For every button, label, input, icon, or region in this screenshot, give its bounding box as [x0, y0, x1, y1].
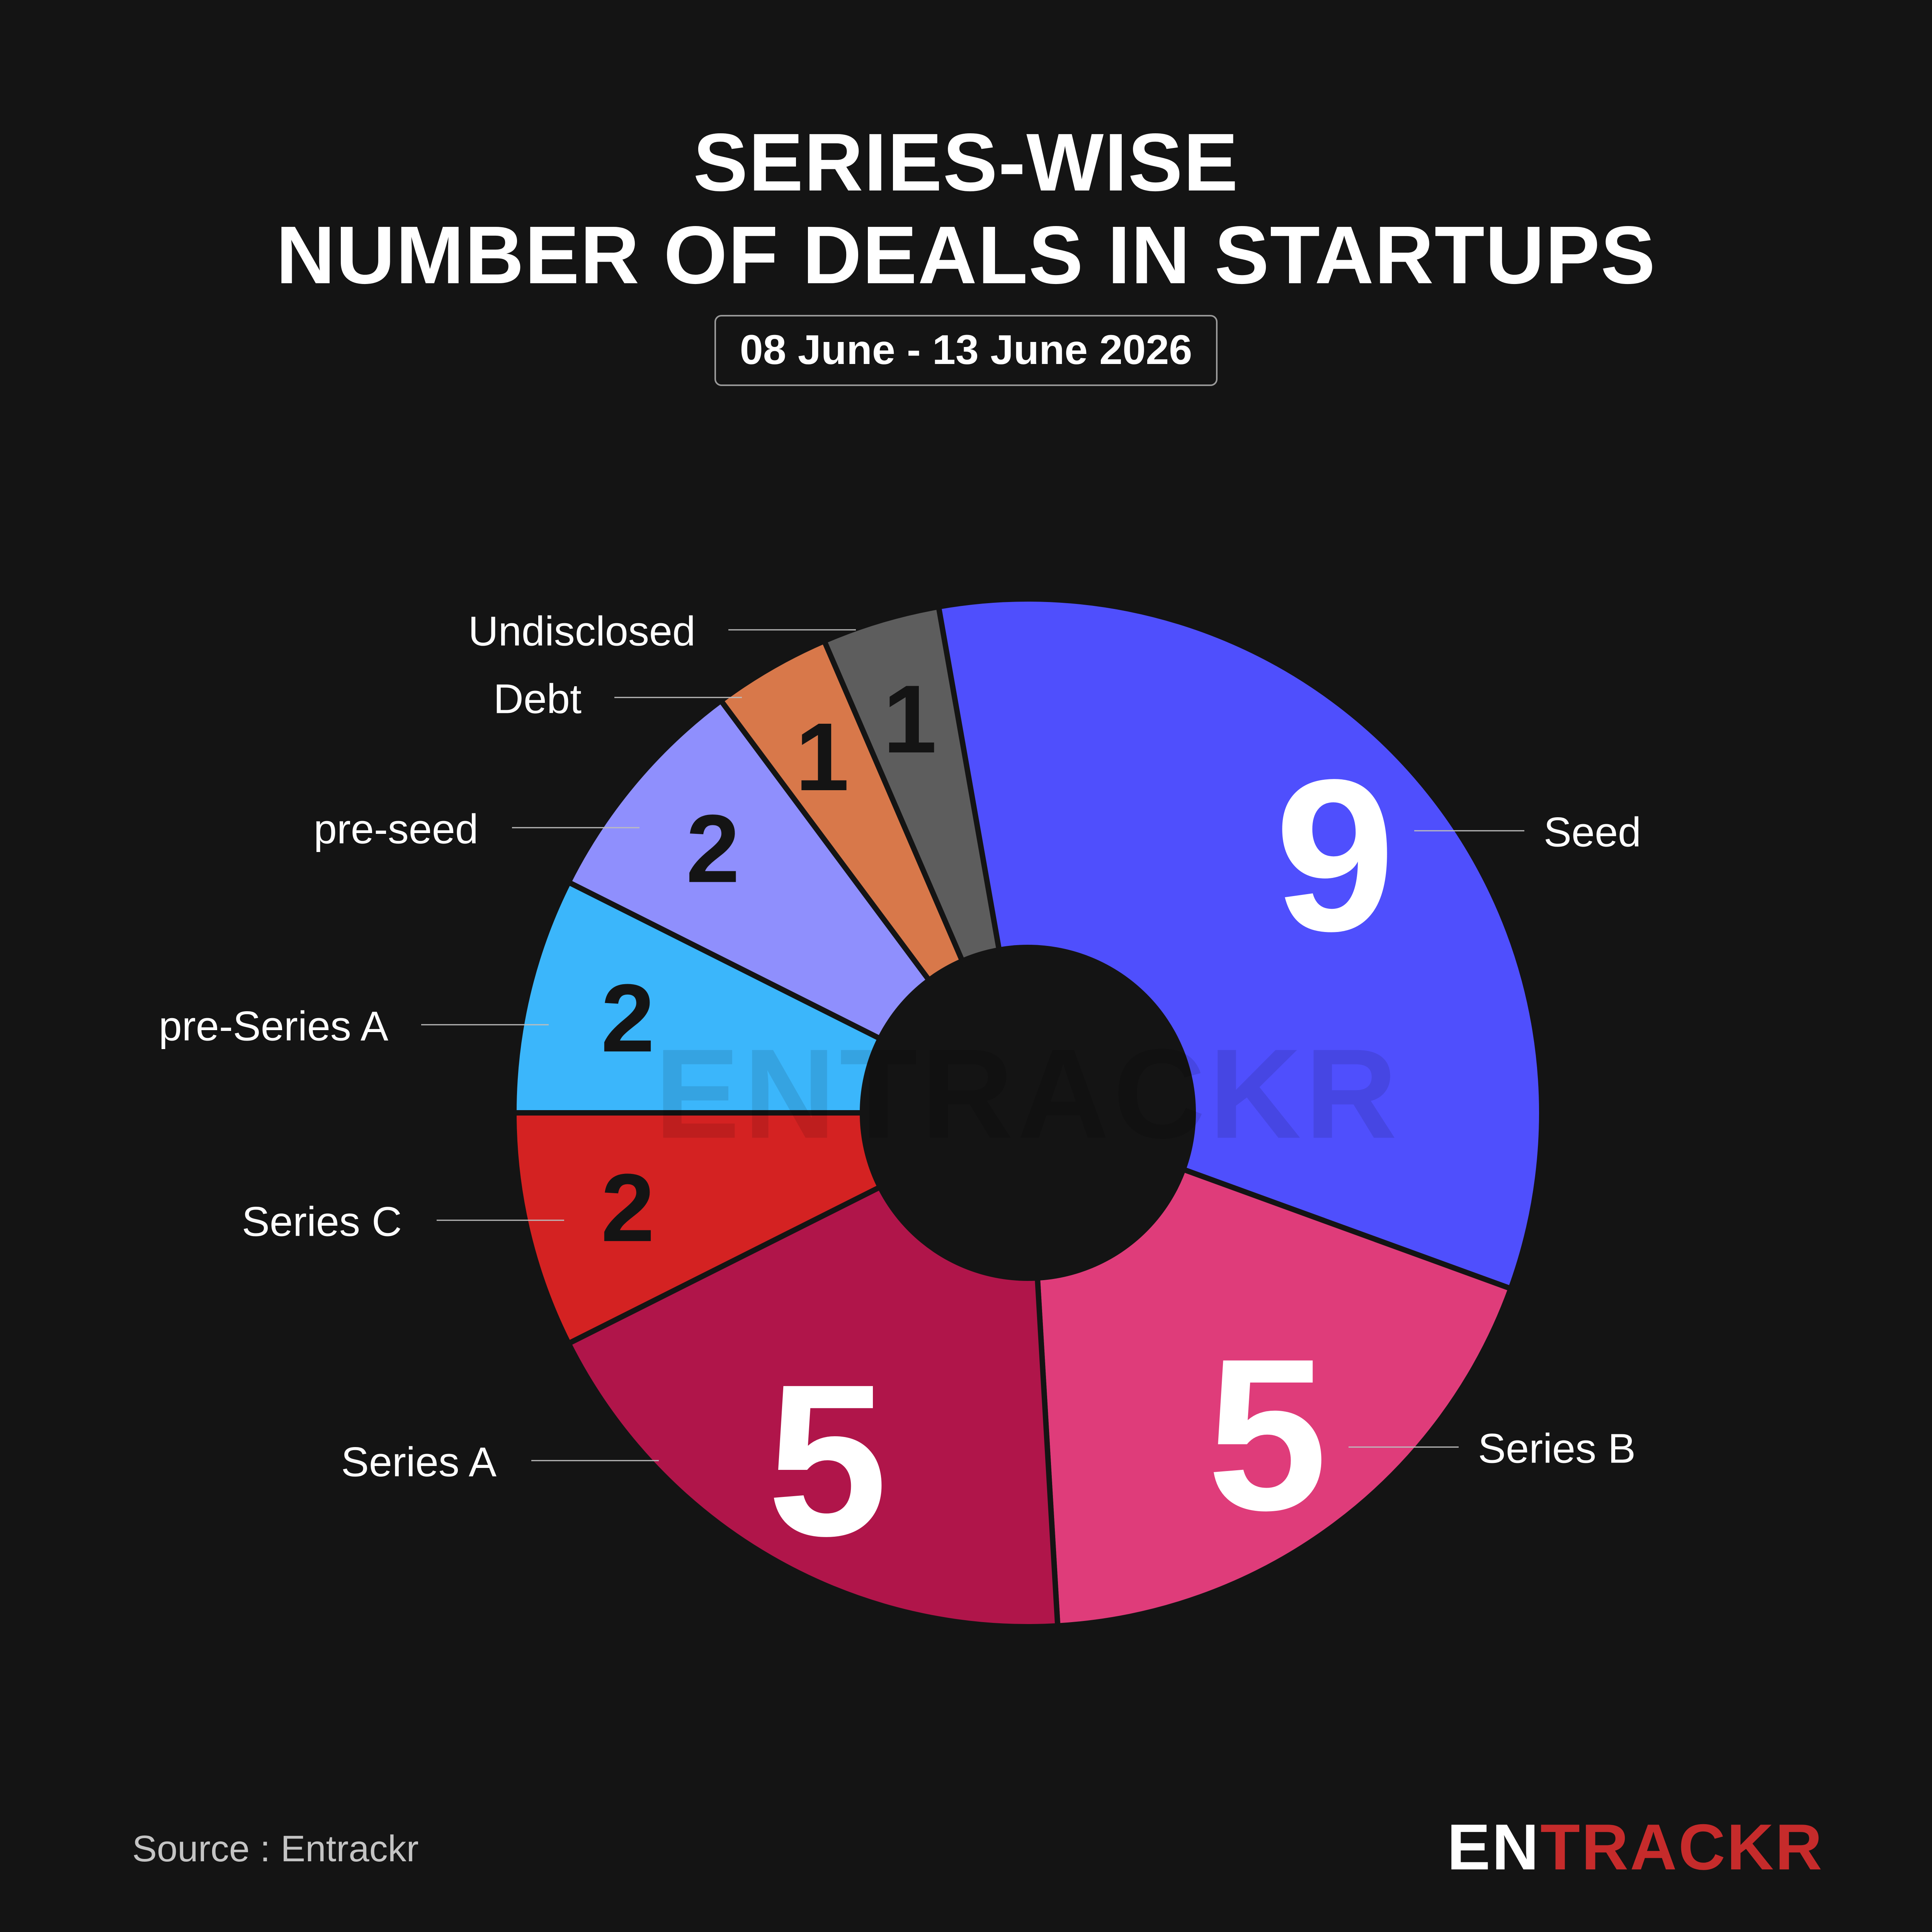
slice-value-undisclosed: 1 — [883, 665, 937, 773]
slice-label-debt: Debt — [493, 675, 582, 722]
slice-value-series-b: 5 — [1207, 1313, 1327, 1555]
slice-label-pre-series-a: pre-Series A — [159, 1003, 388, 1049]
slice-label-pre-seed: pre-seed — [314, 806, 478, 852]
slice-value-series-a: 5 — [767, 1339, 888, 1581]
source-note: Source : Entrackr — [132, 1828, 419, 1869]
donut-hole — [860, 945, 1196, 1281]
slice-label-series-a: Series A — [341, 1439, 497, 1485]
brand-logo: ENTRACKR — [1447, 1812, 1824, 1882]
date-range-badge: 08 June - 13 June 2026 — [714, 315, 1218, 386]
date-range-wrapper: 08 June - 13 June 2026 — [0, 315, 1932, 386]
slice-label-series-b: Series B — [1478, 1425, 1636, 1472]
slice-series-b — [1025, 1109, 1514, 1629]
slice-labels-group: Seed Series B Series A Series C pre-Series A… — [159, 608, 1641, 1485]
title-line-1: SERIES-WISE — [693, 116, 1239, 208]
brand-logo-part1: EN — [1447, 1811, 1541, 1883]
slice-label-undisclosed: Undisclosed — [468, 608, 696, 655]
leader-lines-group — [421, 629, 1524, 1461]
slice-label-series-c: Series C — [242, 1198, 402, 1245]
slice-value-debt: 1 — [795, 703, 849, 811]
slice-value-seed: 9 — [1275, 734, 1395, 976]
slice-label-seed: Seed — [1544, 809, 1641, 855]
chart-title: SERIES-WISE NUMBER OF DEALS IN STARTUPS — [0, 116, 1932, 301]
slice-value-series-c: 2 — [601, 1154, 655, 1262]
watermark-text: ENTRACKR — [655, 1022, 1401, 1165]
title-line-2: NUMBER OF DEALS IN STARTUPS — [276, 209, 1656, 301]
slice-value-pre-seed: 2 — [686, 795, 740, 903]
brand-logo-part2: TRACKR — [1540, 1811, 1824, 1883]
slice-value-pre-series-a: 2 — [601, 964, 655, 1072]
